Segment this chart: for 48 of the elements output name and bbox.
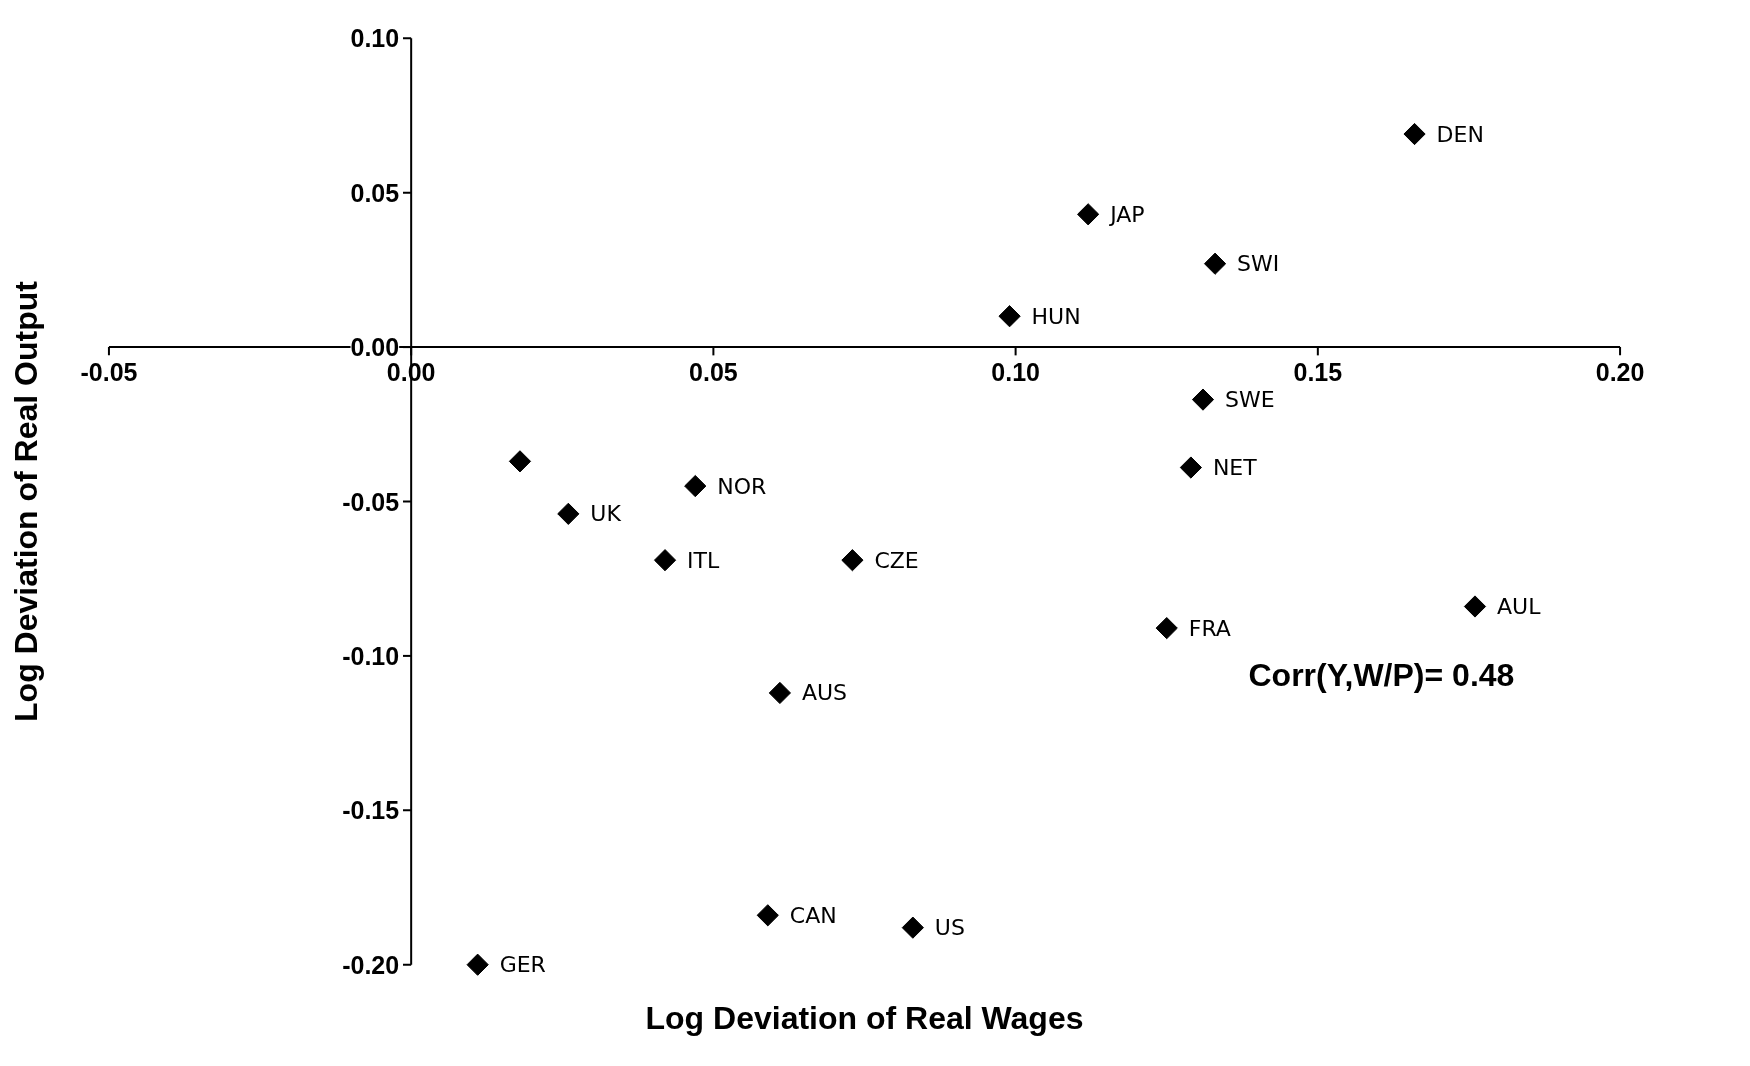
x-tick-label: 0.20 bbox=[1595, 358, 1645, 387]
data-label: SWI bbox=[1237, 251, 1280, 277]
annotation: Corr(Y,W/P)= 0.48 bbox=[1248, 656, 1515, 693]
point bbox=[557, 502, 580, 525]
data-label: JAP bbox=[1108, 201, 1145, 227]
y-tick-label: 0.05 bbox=[350, 178, 400, 207]
point bbox=[998, 305, 1021, 328]
data-label: ITL bbox=[687, 547, 720, 573]
data-label: GER bbox=[499, 952, 546, 978]
data-label: US bbox=[934, 915, 965, 941]
y-tick-label: 0.00 bbox=[350, 333, 400, 362]
point bbox=[901, 916, 924, 939]
data-label: FRA bbox=[1188, 615, 1231, 641]
data-label: CZE bbox=[874, 547, 919, 573]
point bbox=[1191, 388, 1215, 411]
data-label: SWE bbox=[1224, 387, 1275, 413]
x-axis-title: Log Deviation of Real Wages bbox=[645, 999, 1084, 1036]
data-label: NET bbox=[1212, 455, 1258, 481]
x-tick-label: -0.05 bbox=[80, 358, 138, 387]
y-tick-label: -0.10 bbox=[342, 641, 400, 670]
point bbox=[684, 474, 707, 498]
point bbox=[653, 549, 677, 572]
point bbox=[768, 681, 791, 705]
point bbox=[466, 953, 489, 976]
data-label: CAN bbox=[789, 902, 837, 928]
point bbox=[841, 549, 864, 572]
point bbox=[756, 904, 779, 927]
data-label: UK bbox=[590, 501, 622, 527]
x-tick-label: 0.05 bbox=[689, 358, 738, 387]
point bbox=[1463, 595, 1487, 618]
x-tick-label: 0.15 bbox=[1293, 358, 1343, 387]
data-label: AUL bbox=[1496, 593, 1542, 619]
point bbox=[1155, 617, 1178, 640]
y-tick-label: 0.10 bbox=[350, 24, 400, 53]
point bbox=[1077, 203, 1100, 226]
y-axis-title: Log Deviation of Real Output bbox=[7, 280, 44, 722]
data-label: HUN bbox=[1031, 303, 1081, 329]
y-tick-label: -0.15 bbox=[342, 796, 400, 825]
y-tick-label: -0.20 bbox=[342, 950, 400, 979]
x-tick-label: 0.10 bbox=[991, 358, 1040, 387]
y-tick-label: -0.05 bbox=[342, 487, 400, 516]
data-label: AUS bbox=[801, 680, 847, 706]
point bbox=[1203, 252, 1227, 275]
data-label: DEN bbox=[1436, 121, 1484, 147]
point bbox=[1179, 456, 1203, 479]
point bbox=[508, 450, 532, 473]
data-label: NOR bbox=[717, 473, 767, 499]
point bbox=[1403, 122, 1426, 146]
